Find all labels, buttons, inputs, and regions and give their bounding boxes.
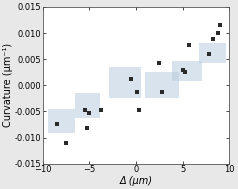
X-axis label: Δ (μm): Δ (μm) [119, 176, 153, 186]
Point [87, 111, 90, 114]
Point [160, 90, 164, 93]
Point [85, 127, 89, 130]
Bar [172, 61, 202, 81]
Point [187, 43, 191, 46]
Point [99, 109, 103, 112]
Bar [145, 72, 179, 98]
Point [218, 24, 222, 27]
Bar [109, 67, 141, 98]
Point [64, 141, 68, 144]
Bar [199, 43, 226, 63]
Point [135, 90, 139, 93]
Y-axis label: Curvature (μm⁻¹): Curvature (μm⁻¹) [4, 43, 14, 127]
Point [137, 109, 141, 112]
Point [207, 53, 211, 56]
Bar [49, 109, 74, 133]
Point [181, 68, 185, 71]
Point [55, 122, 59, 125]
Point [216, 32, 220, 35]
Point [158, 62, 161, 65]
Point [129, 77, 133, 80]
Point [83, 109, 87, 112]
Bar [75, 93, 100, 118]
Point [183, 71, 187, 74]
Point [211, 38, 214, 41]
